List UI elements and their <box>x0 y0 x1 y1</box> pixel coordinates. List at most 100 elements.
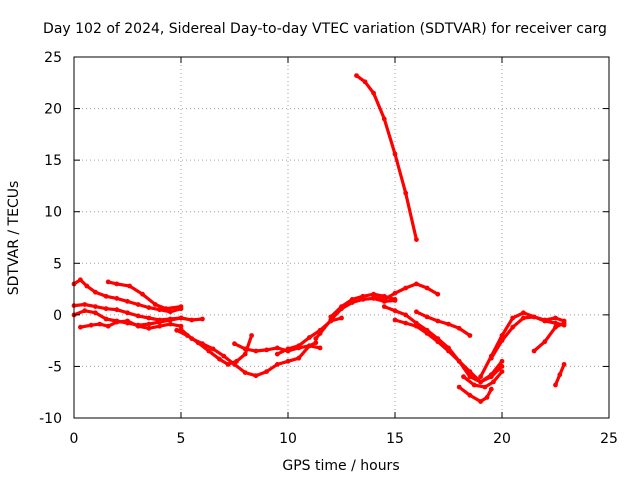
data-point <box>225 362 231 367</box>
data-point <box>217 356 222 362</box>
data-point <box>93 304 98 309</box>
data-point <box>78 277 83 283</box>
data-point <box>285 346 291 352</box>
y-tick-label: -5 <box>48 359 62 375</box>
y-tick-label: 20 <box>44 102 62 118</box>
data-point <box>146 315 152 321</box>
data-point <box>414 281 419 287</box>
data-point <box>392 317 398 323</box>
data-point <box>435 318 441 324</box>
data-point <box>97 321 103 327</box>
data-point <box>435 339 441 345</box>
data-point <box>174 327 180 333</box>
data-point <box>339 304 344 309</box>
data-point <box>403 190 409 196</box>
data-point <box>178 326 184 332</box>
data-point <box>103 293 109 299</box>
data-point <box>553 324 558 330</box>
data-point <box>362 79 368 85</box>
data-point <box>392 297 398 302</box>
data-point <box>561 320 567 326</box>
data-point <box>392 308 398 314</box>
data-point <box>499 369 505 374</box>
y-tick-label: 5 <box>53 256 62 272</box>
y-tick-label: 0 <box>53 308 62 324</box>
data-point <box>317 345 323 351</box>
plot-frame <box>73 56 610 419</box>
data-point <box>146 321 152 327</box>
data-point <box>178 304 184 309</box>
data-point <box>491 379 496 385</box>
data-point <box>542 317 548 323</box>
y-axis-label: SDTVAR / TECUs <box>6 181 22 296</box>
data-point <box>242 370 248 375</box>
data-point <box>157 319 163 325</box>
data-point <box>242 346 248 352</box>
data-point <box>157 323 163 329</box>
data-point <box>360 293 366 299</box>
series-line-track-s <box>479 311 566 379</box>
data-point <box>274 362 280 367</box>
data-point <box>499 338 505 343</box>
data-point <box>167 321 173 327</box>
data-point <box>84 283 90 289</box>
data-point <box>561 362 567 367</box>
data-point <box>467 369 473 374</box>
data-point <box>392 290 398 296</box>
data-point <box>221 353 227 359</box>
data-point <box>403 320 409 326</box>
data-point <box>403 285 409 291</box>
data-point <box>488 355 494 361</box>
data-point <box>114 319 120 325</box>
data-point <box>467 392 473 398</box>
y-tick-label: 10 <box>44 205 62 221</box>
series-line-track-j <box>314 296 397 341</box>
data-point <box>253 373 259 379</box>
data-point <box>349 297 355 302</box>
data-point <box>381 304 387 309</box>
data-point <box>114 281 120 287</box>
data-point <box>135 313 141 319</box>
data-point <box>371 90 376 96</box>
x-tick-label: 25 <box>600 431 618 447</box>
data-point <box>446 321 451 327</box>
data-point <box>414 237 419 243</box>
data-point <box>521 315 526 321</box>
data-point <box>253 348 259 354</box>
data-point <box>103 316 109 322</box>
data-point <box>210 346 216 352</box>
data-point <box>232 341 237 347</box>
data-point <box>467 374 473 380</box>
data-point <box>484 395 490 400</box>
series-line-track-m <box>354 73 418 242</box>
data-point <box>249 333 255 338</box>
data-point <box>313 340 319 346</box>
data-point <box>93 310 98 316</box>
data-point <box>88 322 94 328</box>
x-tick-label: 15 <box>386 431 404 447</box>
data-point <box>125 299 130 304</box>
x-tick-label: 20 <box>493 431 511 447</box>
data-point <box>152 302 158 307</box>
data-point <box>264 369 269 374</box>
chart-title: Day 102 of 2024, Sidereal Day-to-day VTE… <box>43 21 607 37</box>
data-point <box>553 315 558 321</box>
data-point <box>146 305 152 310</box>
data-point <box>553 320 558 326</box>
data-point <box>499 358 505 364</box>
data-point <box>296 343 302 349</box>
data-point <box>446 348 451 354</box>
data-point <box>424 285 430 291</box>
data-point <box>307 335 312 340</box>
data-point <box>307 343 312 349</box>
data-point <box>274 351 280 357</box>
x-axis-label: GPS time / hours <box>282 458 399 474</box>
data-point <box>478 379 483 385</box>
data-point <box>471 382 477 388</box>
data-point <box>264 347 269 353</box>
data-point <box>114 307 120 313</box>
data-point <box>461 374 466 380</box>
data-point <box>424 331 430 336</box>
data-point <box>381 116 387 122</box>
